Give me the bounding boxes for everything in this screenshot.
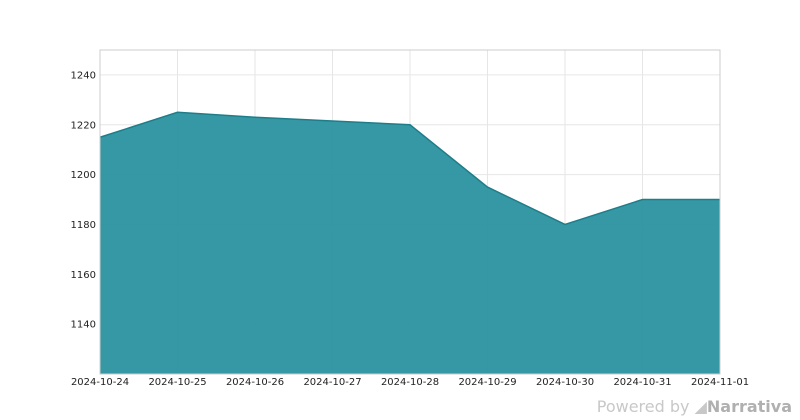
watermark-powered-by: Powered by (596, 397, 690, 416)
y-tick-label-4: 1220 (71, 120, 96, 131)
y-tick-label-5: 1240 (71, 70, 96, 81)
y-tick-label-3: 1200 (71, 170, 96, 181)
plot-frame (99, 49, 721, 375)
plot-border (99, 49, 721, 375)
area-fill (100, 112, 720, 375)
y-axis-ticks: 1140 1160 1180 1200 1220 1240 (71, 70, 96, 330)
x-tick-label-4: 2024-10-28 (381, 377, 439, 388)
x-tick-label-7: 2024-10-31 (613, 377, 671, 388)
x-tick-label-0: 2024-10-24 (71, 377, 129, 388)
x-tick-label-5: 2024-10-29 (458, 377, 516, 388)
x-tick-label-3: 2024-10-27 (303, 377, 361, 388)
narrativa-logo-icon: ◢ (694, 397, 707, 416)
x-tick-label-6: 2024-10-30 (536, 377, 594, 388)
y-tick-label-1: 1160 (71, 270, 96, 281)
y-tick-label-0: 1140 (71, 320, 96, 331)
area-layer (99, 111, 721, 375)
y-tick-label-2: 1180 (71, 220, 96, 231)
x-tick-label-1: 2024-10-25 (148, 377, 206, 388)
watermark-brand: Narrativa (706, 397, 792, 416)
x-tick-label-8: 2024-11-01 (691, 377, 749, 388)
x-tick-label-2: 2024-10-26 (226, 377, 284, 388)
watermark: Powered by ◢Narrativa (597, 397, 792, 416)
x-axis-ticks: 2024-10-24 2024-10-25 2024-10-26 2024-10-27… (71, 377, 749, 388)
